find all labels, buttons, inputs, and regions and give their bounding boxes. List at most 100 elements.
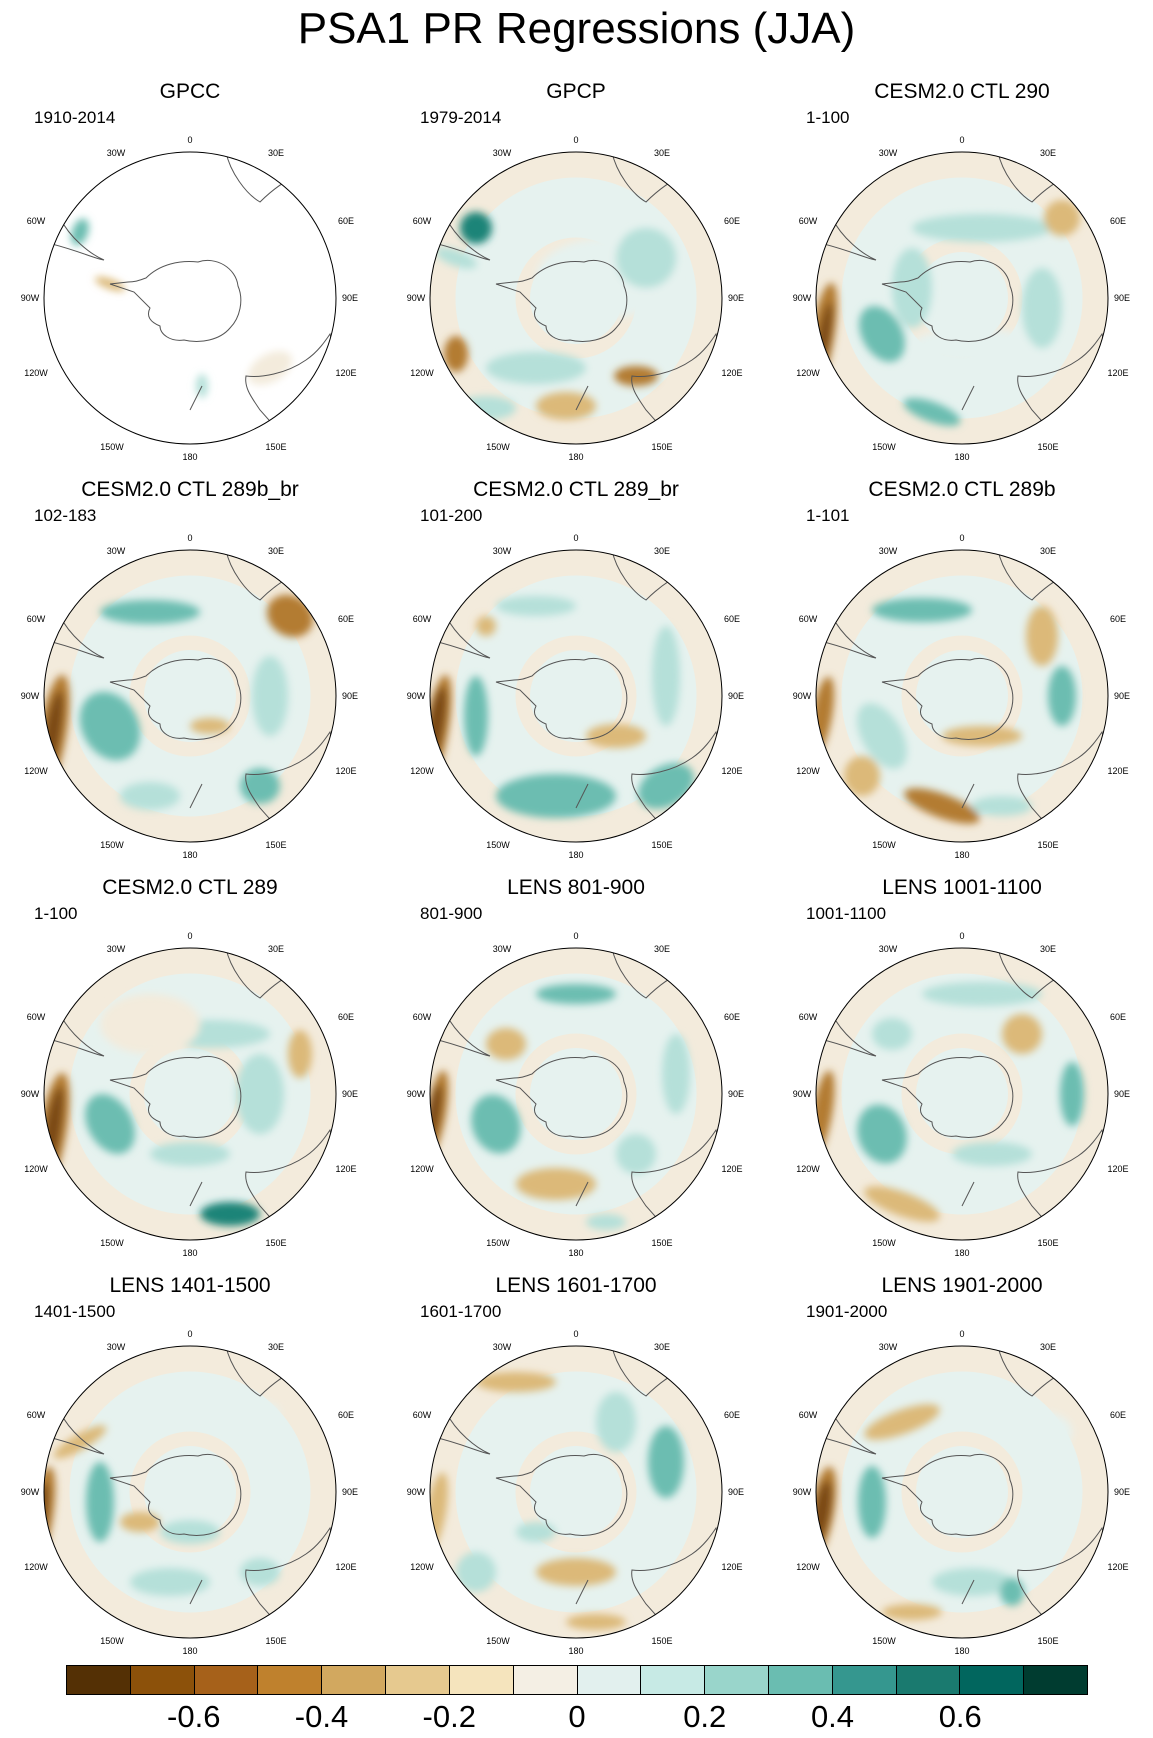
longitude-label: 60W bbox=[413, 1012, 432, 1022]
longitude-label: 60E bbox=[1110, 1012, 1126, 1022]
longitude-label: 90W bbox=[21, 1487, 40, 1497]
longitude-label: 90W bbox=[407, 1487, 426, 1497]
map-boundary bbox=[429, 947, 723, 1241]
anomaly-blob bbox=[1060, 1062, 1084, 1126]
anomaly-blob bbox=[566, 1614, 626, 1630]
anomaly-blob bbox=[486, 1028, 526, 1060]
map-panel: GPCP 1979-2014 0 30W 30E 60W 60E 90W 90E 120W 120E… bbox=[386, 80, 766, 475]
longitude-label: 150W bbox=[872, 840, 896, 850]
panel-period: 1-100 bbox=[806, 108, 850, 127]
map-panel: LENS 1401-1500 1401-1500 0 30W 30E 60W 60E 90W 9… bbox=[0, 1274, 380, 1669]
colorbar-segment bbox=[322, 1666, 387, 1694]
panel-period: 1-101 bbox=[806, 506, 850, 525]
anomaly-inner bbox=[916, 1446, 1008, 1538]
longitude-label: 150W bbox=[486, 1636, 510, 1646]
colorbar-segment bbox=[513, 1666, 578, 1694]
panel-title: LENS 1401-1500 bbox=[109, 1274, 271, 1297]
australia-coastline bbox=[245, 332, 336, 429]
longitude-label: 120E bbox=[335, 1562, 356, 1572]
antarctica-coastline bbox=[109, 658, 242, 740]
polar-map: 0 30W 30E 60W 60E 90W 90E 120W 120E 150W 150E 180 bbox=[793, 135, 1130, 462]
longitude-label: 30E bbox=[268, 1342, 284, 1352]
longitude-label: 60W bbox=[799, 1410, 818, 1420]
longitude-label: 30E bbox=[654, 1342, 670, 1352]
longitude-label: 60E bbox=[1110, 614, 1126, 624]
longitude-label: 150W bbox=[486, 442, 510, 452]
australia-coastline bbox=[245, 1526, 336, 1623]
anomaly-blob bbox=[536, 392, 596, 420]
map-panel: LENS 801-900 801-900 0 30W 30E 60W 60E 90W 90E 12… bbox=[386, 876, 766, 1271]
longitude-label: 150W bbox=[872, 442, 896, 452]
longitude-label: 150E bbox=[1037, 1636, 1058, 1646]
longitude-label: 0 bbox=[959, 1329, 964, 1339]
anomaly-blob bbox=[586, 724, 646, 748]
anomaly-blob bbox=[252, 656, 288, 736]
longitude-label: 30E bbox=[654, 944, 670, 954]
anomaly-blob bbox=[932, 1568, 1012, 1596]
australia-coastline bbox=[245, 1128, 336, 1225]
longitude-label: 180 bbox=[568, 452, 583, 462]
longitude-label: 120E bbox=[335, 368, 356, 378]
map-panel: LENS 1901-2000 1901-2000 0 30W 30E 60W 60E 90W 9… bbox=[772, 1274, 1152, 1669]
anomaly-blob bbox=[864, 1404, 940, 1440]
south-america-coastline bbox=[44, 1013, 105, 1057]
new-zealand-coastline bbox=[189, 385, 203, 411]
longitude-label: 90W bbox=[407, 1089, 426, 1099]
longitude-label: 90E bbox=[1114, 691, 1130, 701]
longitude-label: 90W bbox=[21, 293, 40, 303]
longitude-label: 30W bbox=[879, 148, 898, 158]
longitude-label: 0 bbox=[959, 135, 964, 145]
longitude-label: 120E bbox=[335, 766, 356, 776]
anomaly-blob bbox=[972, 796, 1032, 816]
colorbar-segment bbox=[194, 1666, 259, 1694]
anomaly-blob bbox=[892, 248, 932, 328]
longitude-label: 60E bbox=[724, 1012, 740, 1022]
anomaly-blob bbox=[648, 1426, 684, 1498]
anomaly-inner bbox=[916, 1048, 1008, 1140]
colorbar-segment bbox=[386, 1666, 450, 1694]
new-zealand-coastline bbox=[189, 1181, 203, 1207]
map-boundary bbox=[429, 151, 723, 445]
anomaly-blob bbox=[858, 1466, 886, 1538]
colorbar-segment bbox=[258, 1666, 323, 1694]
map-panel: GPCC 1910-2014 0 30W 30E 60W 60E 90W 90E 120W 120E… bbox=[0, 80, 380, 475]
new-zealand-coastline bbox=[961, 783, 975, 809]
longitude-label: 90W bbox=[793, 1487, 812, 1497]
longitude-label: 30E bbox=[268, 148, 284, 158]
australia-coastline bbox=[245, 730, 336, 827]
longitude-label: 90E bbox=[1114, 1487, 1130, 1497]
anomaly-blob bbox=[496, 774, 616, 818]
anomaly-blob bbox=[266, 594, 314, 638]
longitude-label: 150E bbox=[265, 1238, 286, 1248]
map-panel: CESM2.0 CTL 290 1-100 0 30W 30E 60W 60E 90W 90E 1… bbox=[772, 80, 1152, 475]
panel-period: 1601-1700 bbox=[420, 1302, 502, 1321]
anomaly-blob bbox=[536, 1558, 616, 1586]
anomaly-blob bbox=[160, 1520, 220, 1544]
colorbar-tick-labels: -0.6 -0.4 -0.2 0 0.2 0.4 0.6 bbox=[66, 1700, 1088, 1736]
map-boundary bbox=[429, 549, 723, 843]
anomaly-inner bbox=[530, 1048, 622, 1140]
south-america-coastline bbox=[816, 615, 877, 659]
new-zealand-coastline bbox=[575, 1579, 589, 1605]
panel-title: CESM2.0 CTL 289_br bbox=[473, 478, 679, 501]
polar-map: 0 30W 30E 60W 60E 90W 90E 120W 120E 150W 150E 180 bbox=[793, 1329, 1130, 1656]
antarctica-coastline bbox=[881, 260, 1014, 342]
map-boundary bbox=[43, 947, 337, 1241]
longitude-label: 120W bbox=[796, 1164, 820, 1174]
anomaly-blob bbox=[100, 994, 200, 1054]
map-panel: CESM2.0 CTL 289b_br 102-183 0 30W 30E 60W 60E 9… bbox=[0, 478, 380, 873]
longitude-label: 150E bbox=[651, 1636, 672, 1646]
figure-title: PSA1 PR Regressions (JJA) bbox=[297, 4, 856, 53]
longitude-label: 0 bbox=[959, 931, 964, 941]
anomaly-blob bbox=[288, 1030, 312, 1078]
panel-title: LENS 1901-2000 bbox=[881, 1274, 1043, 1297]
colorbar-tick-label: -0.4 bbox=[294, 1699, 349, 1734]
longitude-label: 150E bbox=[1037, 840, 1058, 850]
antarctica-coastline bbox=[881, 1056, 1014, 1138]
longitude-label: 30W bbox=[879, 546, 898, 556]
anomaly-blob bbox=[1048, 666, 1076, 726]
longitude-label: 120E bbox=[1107, 368, 1128, 378]
longitude-label: 30E bbox=[268, 944, 284, 954]
longitude-label: 120E bbox=[1107, 1562, 1128, 1572]
anomaly-blob bbox=[912, 328, 1032, 364]
